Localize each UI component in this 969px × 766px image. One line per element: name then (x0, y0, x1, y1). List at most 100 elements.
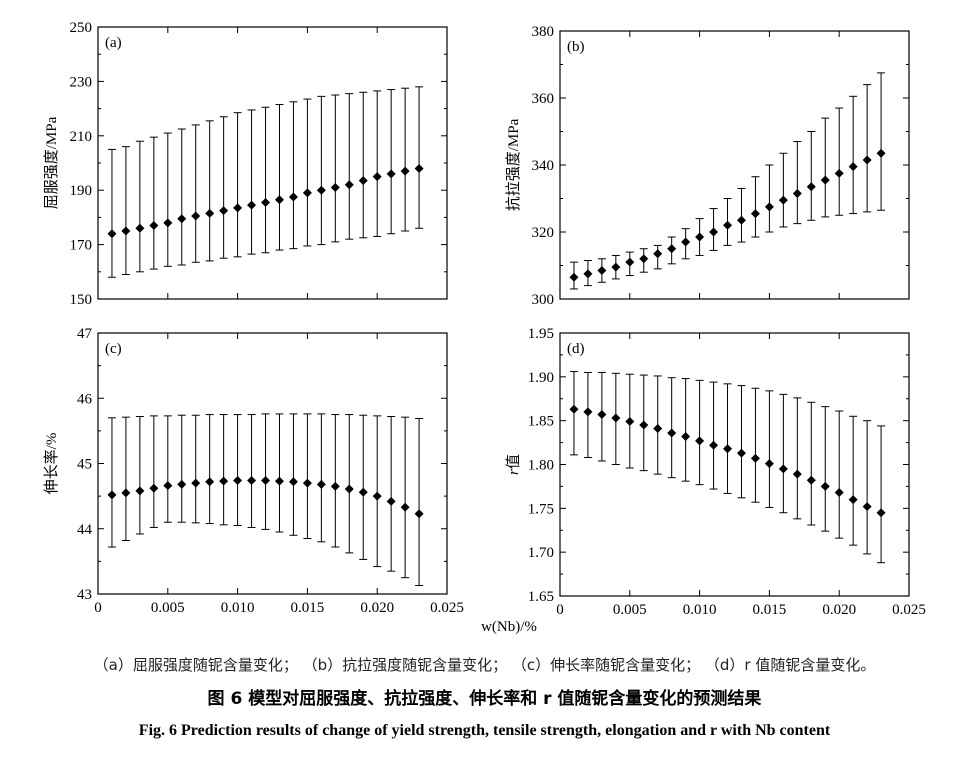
data-point (848, 495, 858, 505)
data-point (163, 481, 173, 491)
data-point (247, 200, 257, 210)
y-tick-label: 47 (77, 326, 93, 342)
y-tick-label: 46 (77, 391, 93, 407)
y-tick-label: 340 (532, 158, 555, 174)
panel-label: (c) (105, 341, 122, 357)
data-point (569, 404, 579, 414)
data-point (639, 254, 649, 264)
data-point (121, 226, 131, 236)
data-point (163, 218, 173, 228)
data-point (358, 176, 368, 186)
data-point (848, 162, 858, 172)
data-point (302, 478, 312, 488)
data-point (723, 220, 733, 230)
data-point (177, 214, 187, 224)
data-point (597, 410, 607, 420)
x-tick-label: 0.015 (753, 602, 787, 618)
data-point (723, 444, 733, 454)
data-point (667, 428, 677, 438)
panel-label: (d) (567, 341, 585, 357)
subfigure-caption: （a）屈服强度随铌含量变化； （b）抗拉强度随铌含量变化； （c）伸长率随铌含量… (93, 656, 876, 674)
y-tick-label: 45 (77, 457, 92, 473)
data-point (107, 490, 117, 500)
data-point (400, 502, 410, 512)
data-point (667, 244, 677, 254)
data-point (121, 488, 131, 498)
data-point (876, 508, 886, 518)
data-point (736, 215, 746, 225)
data-point (274, 195, 284, 205)
data-point (261, 475, 271, 485)
x-tick-label: 0.005 (613, 602, 647, 618)
data-point (191, 478, 201, 488)
data-point (233, 203, 243, 213)
y-axis-label: 抗拉强度/MPa (505, 118, 522, 211)
y-tick-label: 1.90 (528, 370, 554, 386)
data-point (820, 175, 830, 185)
data-point (372, 491, 382, 501)
data-point (778, 464, 788, 474)
data-point (764, 459, 774, 469)
y-tick-label: 1.95 (528, 326, 554, 342)
data-point (862, 502, 872, 512)
data-point (569, 272, 579, 282)
y-axis-label: 伸长率/% (43, 433, 60, 495)
y-tick-label: 150 (70, 292, 93, 308)
y-axis-label-text: 值 (505, 454, 522, 469)
data-point (302, 188, 312, 198)
plot-frame (559, 30, 910, 300)
data-point (695, 232, 705, 242)
x-tick-label: 0 (94, 600, 102, 616)
data-point (834, 168, 844, 178)
data-point (681, 431, 691, 441)
data-point (806, 475, 816, 485)
y-tick-label: 170 (70, 238, 93, 254)
data-point (834, 488, 844, 498)
data-point (330, 182, 340, 192)
chart-panel-b: 300 320 340 360 380 (b) 抗拉强度/MPa (505, 24, 910, 308)
data-point (695, 436, 705, 446)
data-point (414, 509, 424, 519)
y-axis-label: r值 (505, 454, 522, 475)
data-point (750, 209, 760, 219)
data-point (709, 440, 719, 450)
data-point (792, 188, 802, 198)
y-tick-label: 250 (70, 20, 93, 36)
data-point (653, 424, 663, 434)
y-tick-label: 1.85 (528, 414, 554, 430)
y-tick-label: 380 (532, 24, 555, 40)
y-tick-label: 44 (77, 522, 93, 538)
chart-panel-a: 150 170 190 210 230 250 (a) 屈服强度/MPa (43, 20, 448, 308)
data-point (274, 476, 284, 486)
data-point (107, 229, 117, 239)
data-point (583, 269, 593, 279)
data-point (135, 486, 145, 496)
y-tick-label: 300 (532, 292, 555, 308)
y-tick-label: 1.80 (528, 458, 554, 474)
x-tick-label: 0.015 (291, 600, 325, 616)
y-tick-label: 230 (70, 74, 93, 90)
y-tick-label: 190 (70, 183, 93, 199)
y-tick-label: 1.70 (528, 545, 554, 561)
data-point (639, 420, 649, 430)
data-point (205, 477, 215, 487)
shared-x-axis-label: w(Nb)/% (481, 619, 537, 635)
data-point (330, 481, 340, 491)
y-tick-label: 210 (70, 129, 93, 145)
data-point (149, 483, 159, 493)
data-point (135, 223, 145, 233)
data-point (876, 148, 886, 158)
data-point (625, 417, 635, 427)
data-point (149, 221, 159, 231)
data-point (597, 266, 607, 276)
data-point (344, 180, 354, 190)
data-point (372, 172, 382, 182)
data-point (681, 237, 691, 247)
data-point (820, 481, 830, 491)
data-point (233, 475, 243, 485)
data-point (219, 476, 229, 486)
data-point (709, 227, 719, 237)
data-point (358, 487, 368, 497)
x-tick-label: 0.010 (221, 600, 255, 616)
